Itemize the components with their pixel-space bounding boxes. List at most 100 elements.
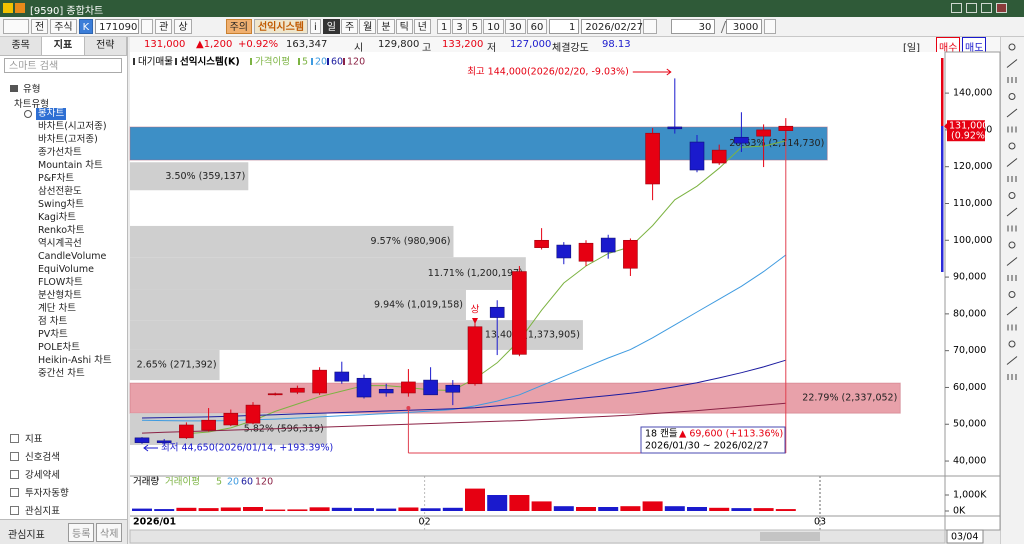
tool-icon[interactable] — [1006, 207, 1018, 217]
tool-icon[interactable] — [1008, 241, 1016, 249]
range-indicator — [941, 58, 944, 126]
chart-type-item[interactable]: Mountain 차트 — [38, 160, 103, 171]
tool-icon[interactable] — [1006, 257, 1018, 266]
chart-type-item[interactable]: 봉차트 — [36, 108, 67, 120]
tool-icon[interactable] — [1006, 108, 1018, 118]
tool-icon[interactable] — [1008, 43, 1016, 51]
tab[interactable]: 지표 — [42, 37, 85, 55]
chart-type-item[interactable]: 종가선차트 — [38, 147, 82, 158]
period-button[interactable]: 분 — [377, 19, 395, 34]
footer-button[interactable]: 삭제 — [96, 523, 123, 542]
sell-button[interactable]: 매도 — [962, 37, 987, 56]
tool-icon[interactable] — [1007, 225, 1017, 232]
interval-button[interactable]: 60 — [526, 19, 548, 34]
tool-icon[interactable] — [1008, 340, 1016, 348]
interval-button[interactable]: 1 — [436, 19, 452, 34]
pin-button[interactable] — [951, 3, 962, 13]
legend-marker — [311, 58, 313, 65]
tree-root[interactable]: 유형 — [10, 81, 40, 95]
chart-type-item[interactable]: PV차트 — [38, 329, 68, 340]
prev-button[interactable]: 전 — [31, 19, 49, 34]
unit-select[interactable]: 1 — [549, 19, 580, 34]
volume-ma-legend: 5 — [216, 477, 222, 488]
period-button[interactable]: 년 — [413, 19, 431, 34]
chart-type-item[interactable]: 계단 차트 — [38, 303, 76, 314]
buy-button[interactable]: 매수 — [936, 37, 961, 56]
tool-icon[interactable] — [1007, 275, 1017, 281]
maximize-button[interactable] — [981, 3, 992, 13]
candle-body — [556, 244, 572, 259]
section-item[interactable]: 강세약세 — [10, 467, 60, 481]
period-button[interactable]: 일 — [322, 19, 340, 34]
exchange-badge[interactable]: K — [78, 19, 94, 34]
chart-type-item[interactable]: 점 차트 — [38, 316, 68, 327]
chart-type-item[interactable]: Renko차트 — [38, 225, 85, 236]
tool-icon[interactable] — [1007, 374, 1017, 380]
tree-group[interactable]: 차트유형 — [14, 99, 49, 110]
chart-type-item[interactable]: Heikin-Ashi 차트 — [38, 355, 112, 366]
chart-type-item[interactable]: 바차트(시고저종) — [38, 121, 107, 132]
period-button[interactable]: 틱 — [395, 19, 413, 34]
section-item[interactable]: 지표 — [10, 431, 42, 445]
info-button[interactable]: i — [309, 19, 321, 34]
chart-type-item[interactable]: 바차트(고저종) — [38, 134, 98, 145]
settings-button[interactable] — [764, 19, 777, 34]
help-icon[interactable] — [15, 3, 25, 13]
volume-profile-bar — [130, 162, 249, 191]
max-count-input[interactable]: 3000 — [726, 19, 763, 34]
count-input[interactable]: 30 — [671, 19, 716, 34]
interval-button[interactable]: 30 — [504, 19, 526, 34]
tab[interactable]: 종목 — [0, 37, 43, 55]
tool-icon[interactable] — [1006, 59, 1018, 68]
tool-icon[interactable] — [1006, 158, 1018, 167]
radio-button[interactable] — [24, 110, 32, 118]
chart-type-item[interactable]: EquiVolume — [38, 264, 95, 275]
date-input[interactable]: 2026/02/27 — [581, 19, 643, 34]
chart-type-item[interactable]: POLE차트 — [38, 342, 80, 353]
menu-button[interactable] — [3, 19, 29, 34]
period-button[interactable]: 주 — [340, 19, 359, 34]
chart-type-item[interactable]: 중간선 차트 — [38, 368, 85, 379]
calendar-button[interactable] — [643, 19, 658, 34]
market-select[interactable]: 주식 — [50, 19, 77, 34]
code-input[interactable]: 171090 — [95, 19, 140, 34]
chart-type-item[interactable]: 역시계곡선 — [38, 238, 82, 249]
chart-type-item[interactable]: FLOW차트 — [38, 277, 83, 288]
candle-body — [179, 424, 194, 439]
cursor-date-box — [946, 529, 984, 544]
search-button[interactable] — [141, 19, 154, 34]
volume-bar — [220, 507, 241, 511]
tool-icon[interactable] — [1007, 126, 1017, 133]
chart-type-item[interactable]: 삼선전환도 — [38, 186, 82, 197]
status-button[interactable]: 상 — [174, 19, 192, 34]
related-button[interactable]: 관 — [155, 19, 173, 34]
interval-button[interactable]: 3 — [452, 19, 467, 34]
volume-profile-label: 3.50% (359,137) — [165, 171, 245, 182]
tool-icon[interactable] — [1007, 176, 1017, 182]
section-item[interactable]: 투자자동향 — [10, 485, 69, 499]
chart-type-item[interactable]: Kagi차트 — [38, 212, 77, 223]
tool-icon[interactable] — [1006, 306, 1018, 316]
period-button[interactable]: 월 — [359, 19, 377, 34]
candle-body — [312, 369, 327, 394]
tool-icon[interactable] — [1006, 356, 1018, 365]
tool-icon[interactable] — [1008, 291, 1016, 298]
chart-type-item[interactable]: Swing차트 — [38, 199, 84, 210]
chart-type-item[interactable]: 분산형차트 — [38, 290, 82, 301]
section-item[interactable]: 관심지표 — [10, 503, 60, 517]
interval-button[interactable]: 10 — [483, 19, 504, 34]
close-button[interactable] — [996, 3, 1007, 13]
footer-button[interactable]: 등록 — [68, 523, 95, 542]
interval-button[interactable]: 5 — [467, 19, 483, 34]
tool-icon[interactable] — [1008, 192, 1016, 199]
tab[interactable]: 전략 — [85, 37, 127, 55]
search-box[interactable]: 스마트 검색 — [4, 58, 122, 73]
chart-type-item[interactable]: P&F차트 — [38, 173, 75, 184]
tool-icon[interactable] — [1007, 77, 1017, 83]
tool-icon[interactable] — [1008, 142, 1016, 150]
section-item[interactable]: 신호검색 — [10, 449, 60, 463]
tool-icon[interactable] — [1008, 93, 1016, 100]
chart-type-item[interactable]: CandleVolume — [38, 251, 107, 262]
tool-icon[interactable] — [1007, 324, 1017, 331]
minimize-button[interactable] — [966, 3, 977, 13]
